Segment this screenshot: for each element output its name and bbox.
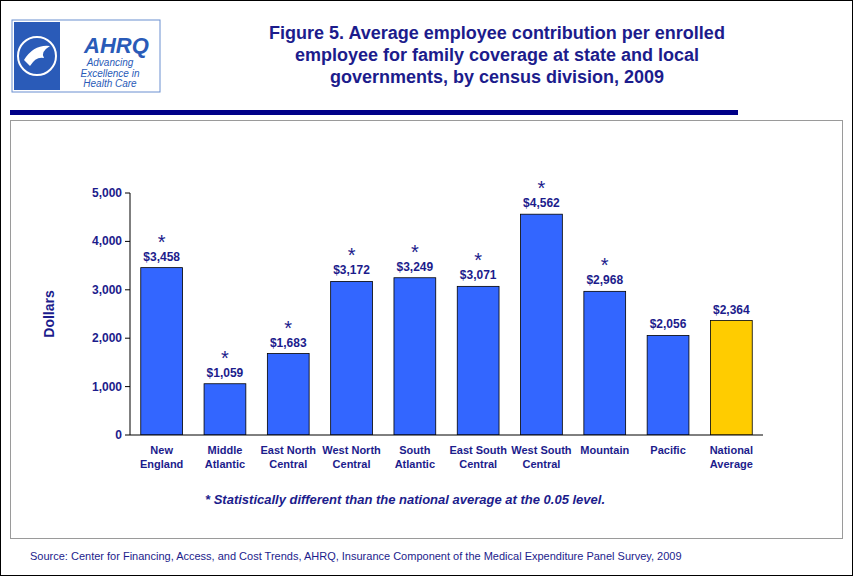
header-rule <box>10 110 738 115</box>
significance-marker: * <box>474 249 482 271</box>
text-line: Figure 5. Average employee contribution … <box>269 23 725 43</box>
bar <box>457 286 499 435</box>
text-line: Central <box>459 458 497 470</box>
bar-labels: $3,458*NewEngland$1,059*MiddleAtlantic$1… <box>140 177 753 470</box>
significance-marker: * <box>411 241 419 263</box>
y-tick <box>125 241 130 242</box>
chart-root: AHRQAdvancingExcellence inHealth Care Fig… <box>0 0 853 576</box>
text-line: West South <box>511 444 572 456</box>
text-line: Central <box>269 458 307 470</box>
y-tick-label: 2,000 <box>92 331 122 345</box>
page-frame <box>1 1 853 576</box>
y-tick <box>125 289 130 290</box>
y-axis-label: Dollars <box>41 290 57 338</box>
bar <box>267 354 309 435</box>
title: Figure 5. Average employee contribution … <box>269 23 725 87</box>
data-label: $2,364 <box>713 303 750 317</box>
bar <box>710 321 752 435</box>
significance-marker: * <box>348 244 356 266</box>
text-line: Average <box>710 458 753 470</box>
x-tick-label: National Average <box>710 444 753 470</box>
text-line: Pacific <box>650 444 685 456</box>
x-tick-label: East South Central <box>449 444 507 470</box>
text-line: Health Care <box>83 78 137 89</box>
x-tick-label: Mountain <box>580 444 629 456</box>
significance-marker: * <box>538 177 546 199</box>
bar <box>331 281 373 435</box>
y-axis: 0 1,000 2,000 3,000 4,000 5,000 Dollars <box>41 186 130 442</box>
text-line: Atlantic <box>205 458 245 470</box>
significance-marker: * <box>284 317 292 339</box>
x-tick-label: East North Central <box>260 444 316 470</box>
logo-name: AHRQ <box>83 33 149 58</box>
x-tick-label: Pacific <box>650 444 685 456</box>
footnote: * Statistically different than the natio… <box>205 492 605 507</box>
x-tick-label: New England <box>140 444 183 470</box>
y-tick <box>125 193 130 194</box>
x-tick-label: West South Central <box>511 444 572 470</box>
bar <box>394 278 436 435</box>
text-line: Excellence in <box>81 68 140 79</box>
text-line: England <box>140 458 183 470</box>
text-line: West North <box>322 444 381 456</box>
y-tick <box>125 338 130 339</box>
page: {"chart_data": { "type": "bar", "title":… <box>0 0 853 576</box>
bar <box>584 291 626 435</box>
significance-marker: * <box>601 254 609 276</box>
text-line: National <box>710 444 753 456</box>
text-line: Mountain <box>580 444 629 456</box>
logo-seal-bg <box>14 22 60 90</box>
text-line: Advancing <box>86 57 134 68</box>
text-line: East North <box>260 444 316 456</box>
text-line: employee for family coverage at state an… <box>295 45 699 65</box>
text-line: AHRQ <box>83 33 149 58</box>
y-tick <box>125 435 130 436</box>
y-tick-label: 3,000 <box>92 283 122 297</box>
x-tick-label: Middle Atlantic <box>205 444 245 470</box>
significance-marker: * <box>158 231 166 253</box>
bar <box>647 335 689 435</box>
x-axis-line <box>130 435 763 436</box>
data-label: $2,056 <box>650 317 687 331</box>
bar <box>141 268 183 435</box>
source: Source: Center for Financing, Access, an… <box>30 550 682 562</box>
text-line: South <box>399 444 430 456</box>
y-tick-label: 5,000 <box>92 186 122 200</box>
text-line: Central <box>522 458 560 470</box>
logo: AHRQAdvancingExcellence inHealth Care <box>12 20 160 92</box>
text-line: New <box>150 444 173 456</box>
bar <box>521 214 563 435</box>
significance-marker: * <box>221 347 229 369</box>
logo-eagle <box>24 46 50 66</box>
y-tick <box>125 386 130 387</box>
chart-frame <box>11 121 843 539</box>
y-tick-label: 0 <box>115 428 122 442</box>
text-line: East South <box>449 444 507 456</box>
bar <box>204 384 246 435</box>
y-tick-label: 4,000 <box>92 234 122 248</box>
y-axis-line <box>130 193 131 435</box>
text-line: Central <box>333 458 371 470</box>
bars <box>141 214 752 435</box>
x-tick-label: South Atlantic <box>395 444 435 470</box>
text-line: governments, by census division, 2009 <box>330 67 664 87</box>
logo-box <box>12 20 160 92</box>
text-line: Atlantic <box>395 458 435 470</box>
y-tick-label: 1,000 <box>92 380 122 394</box>
x-tick-label: West North Central <box>322 444 381 470</box>
logo-seal <box>18 37 56 75</box>
text-line: Middle <box>208 444 243 456</box>
logo-tagline: AdvancingExcellence inHealth Care <box>81 57 140 89</box>
